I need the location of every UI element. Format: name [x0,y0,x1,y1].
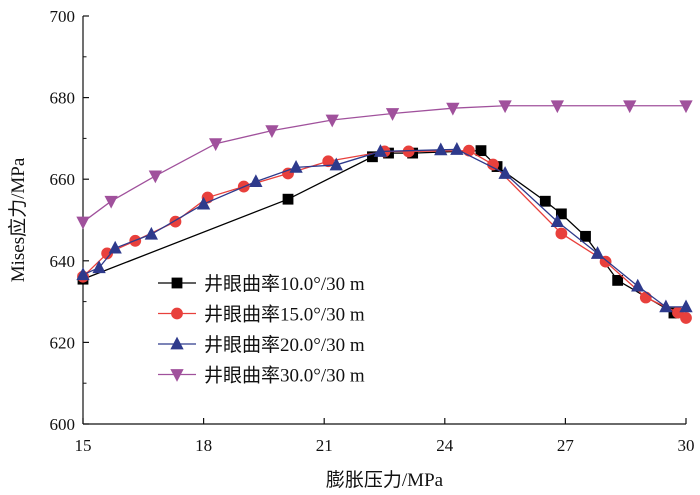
data-point [679,100,693,114]
series-4 [76,100,693,230]
data-point [144,226,158,240]
legend-marker [171,307,183,320]
data-point [322,155,335,168]
series-line [82,149,687,319]
data-point [623,100,637,114]
legend-label: 井眼曲率10.0°/30 m [204,273,365,295]
x-tick-label: 24 [436,436,454,455]
legend-marker [170,369,184,382]
data-point [631,278,645,292]
y-axis-title: Mises应力/MPa [7,157,29,282]
y-tick-label: 700 [50,7,76,26]
series-line [82,105,686,223]
data-point [555,208,567,220]
data-point [659,299,673,313]
data-point [450,142,464,155]
y-tick-label: 600 [50,415,76,434]
y-tick-label: 640 [50,252,76,271]
x-tick-label: 30 [678,436,695,455]
data-point [680,312,692,324]
data-point [463,144,475,157]
series-line [82,149,675,314]
x-axis-title: 膨胀压力/MPa [326,469,444,491]
series-layer [76,100,693,324]
data-point [550,100,565,114]
legend-item: 井眼曲率15.0°/30 m [158,304,365,326]
data-point [550,214,565,228]
legend-marker [170,336,184,350]
data-point [209,138,223,152]
data-point [612,274,624,286]
x-axis-ticks: 15 18 21 24 27 30 [75,418,695,455]
y-tick-label: 620 [50,333,76,352]
data-point [289,160,303,173]
data-point [580,230,591,242]
data-point [599,255,612,268]
data-point [446,102,460,116]
data-point [498,100,512,114]
legend-label: 井眼曲率30.0°/30 m [204,365,365,387]
data-point [487,158,499,171]
legend-label: 井眼曲率20.0°/30 m [204,334,365,356]
data-point [76,216,90,230]
data-point [329,157,343,171]
series-3 [76,142,693,313]
data-point [475,145,487,157]
data-point [148,170,163,184]
series-2 [77,144,692,324]
data-point [104,195,118,209]
data-point [108,240,122,254]
data-point [76,267,90,281]
data-point [639,291,652,304]
legend-item: 井眼曲率20.0°/30 m [158,334,365,356]
legend: 井眼曲率10.0°/30 m 井眼曲率15.0°/30 m 井眼曲率20.0°/30… [158,273,365,387]
legend-marker [171,277,183,289]
y-tick-label: 660 [50,170,76,189]
data-point [325,114,339,128]
data-point [434,142,448,156]
y-tick-label: 680 [50,89,76,108]
data-point [555,227,568,240]
data-point [265,125,279,139]
series-1 [77,145,680,319]
data-point [282,193,294,205]
x-tick-label: 27 [557,436,575,455]
legend-item: 井眼曲率30.0°/30 m [158,365,365,387]
data-point [498,166,512,179]
data-point [92,260,106,274]
data-point [385,108,400,121]
x-tick-label: 15 [75,436,92,455]
data-point [590,246,605,259]
data-point [679,299,693,313]
data-point [539,195,551,207]
data-point [196,196,211,210]
x-tick-label: 18 [195,436,212,455]
data-point [402,145,415,158]
legend-label: 井眼曲率15.0°/30 m [204,304,365,326]
y-axis-ticks: 600 620 640 660 680 700 [50,7,89,434]
data-point [249,174,263,188]
x-tick-label: 21 [316,436,333,455]
legend-item: 井眼曲率10.0°/30 m [158,273,365,295]
data-point [373,144,388,157]
